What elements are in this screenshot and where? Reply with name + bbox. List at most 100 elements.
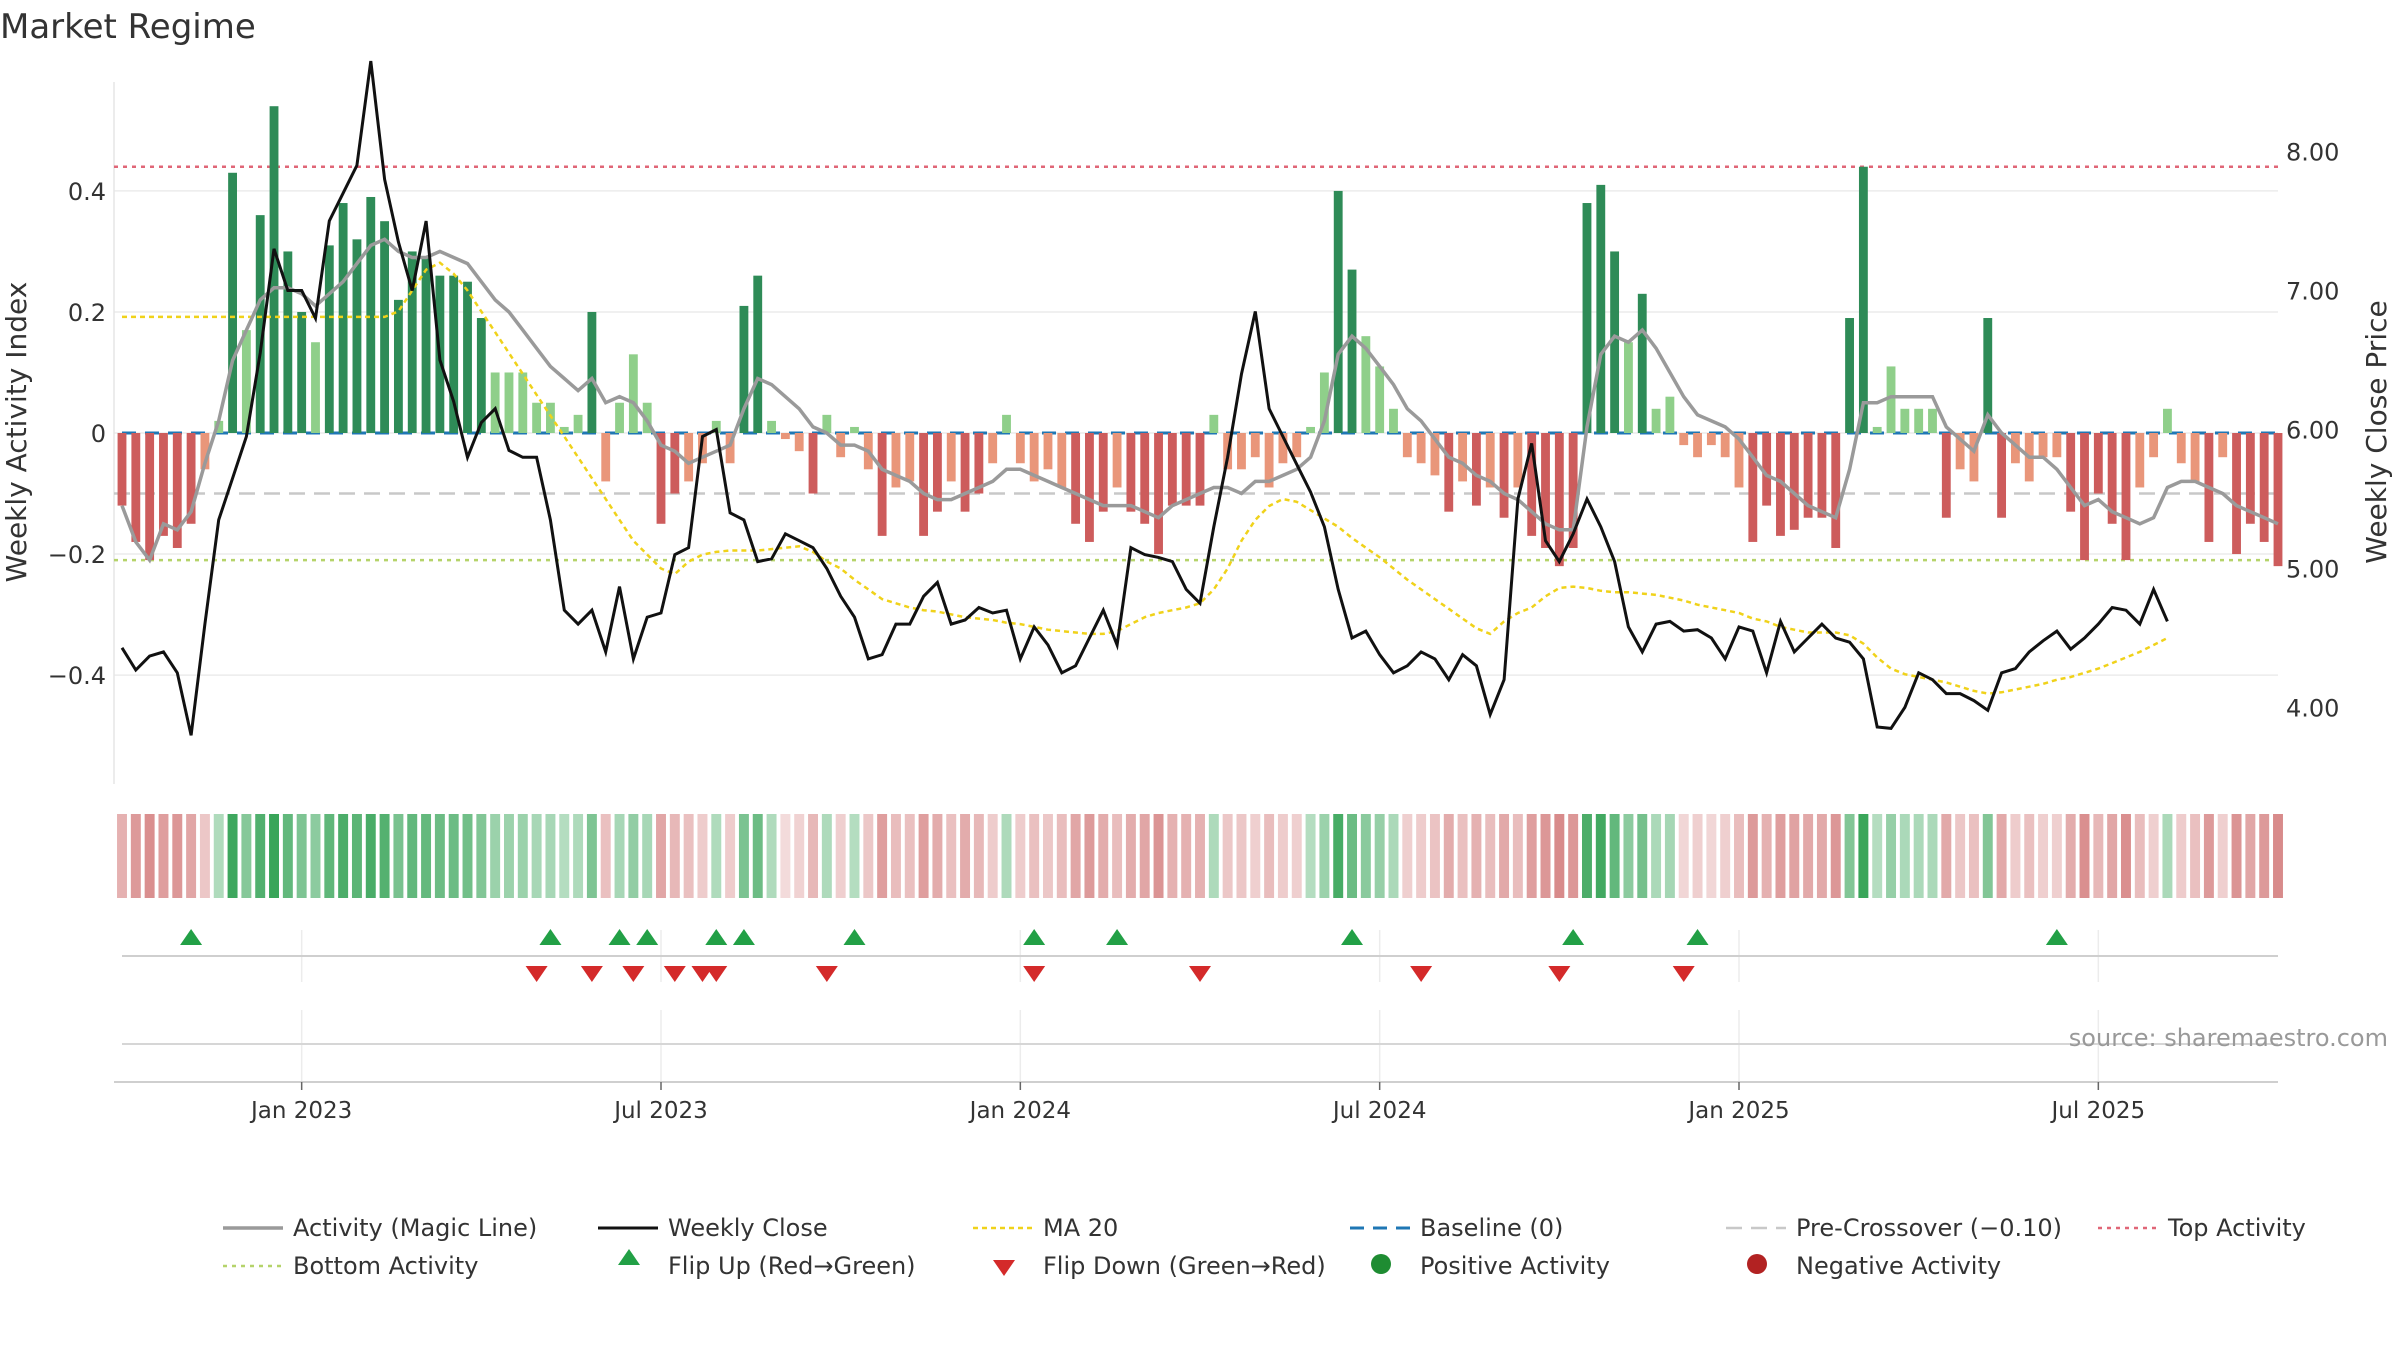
heat-strip-cell [600,814,611,898]
heat-strip-cell [1968,814,1979,898]
activity-bar [1817,433,1827,518]
activity-bar [988,433,998,464]
flip-up-marker [1106,929,1129,945]
heat-strip-cell [144,814,155,898]
activity-bar [1872,426,1882,433]
heat-strip-cell [835,814,846,898]
heat-strip-cell [573,814,584,898]
heat-strip-cell [918,814,929,898]
flip-up-marker [1686,929,1709,945]
activity-bar [1347,269,1357,433]
activity-bar [1471,433,1481,506]
flip-down-marker [691,966,714,982]
heat-strip-cell [1886,814,1897,898]
heat-strip-cell [2217,814,2228,898]
activity-bar [186,433,196,524]
activity-bar [131,433,141,542]
heat-strip-cell [1775,814,1786,898]
heat-strip-cell [1872,814,1883,898]
heat-strip-cell [379,814,390,898]
heat-strip-cell [1457,814,1468,898]
activity-bar [725,433,735,464]
flip-down-marker [580,966,603,982]
activity-bar [711,420,721,433]
heat-strip-cell [2024,814,2035,898]
heat-strip-cell [407,814,418,898]
heat-strip-cell [241,814,252,898]
heat-strip-cell [1664,814,1675,898]
legend-label: Flip Up (Red→Green) [668,1252,916,1280]
heat-strip-cell [2120,814,2131,898]
activity-bar [117,433,127,506]
activity-bar [2093,433,2103,494]
activity-bar [1015,433,1025,464]
chart-title: Market Regime [0,7,256,47]
heat-strip-cell [766,814,777,898]
flip-up-marker [705,929,728,945]
legend-negative-icon [1747,1254,1767,1274]
activity-bar [877,433,887,536]
activity-bar [1651,408,1661,433]
heat-strip-cell [752,814,763,898]
flip-panel [122,929,2278,982]
activity-bar [366,196,376,433]
heat-strip-cell [2273,814,2283,898]
legend-label: MA 20 [1043,1214,1118,1242]
heat-strip-cell [1388,814,1399,898]
legend-label: Weekly Close [668,1214,828,1242]
heat-strip-cell [987,814,998,898]
activity-bar [1693,433,1702,458]
heat-strip-cell [2259,814,2270,898]
heat-strip-cell [282,814,293,898]
heat-strip-cell [1084,814,1095,898]
flip-up-marker [843,929,866,945]
heat-strip-cell [130,814,141,898]
activity-bar [2107,433,2117,524]
heat-strip-cell [1706,814,1717,898]
heat-strip-cell [628,814,639,898]
heat-strip-cell [476,814,487,898]
legend-positive-icon [1371,1254,1391,1274]
activity-bar [214,420,224,433]
heat-strip-cell [738,814,749,898]
activity-bar [1900,408,1910,433]
flip-down-marker [1189,966,1211,982]
activity-bar [1513,433,1523,488]
legend-label: Top Activity [2167,1214,2306,1242]
heat-strip-cell [1623,814,1634,898]
heat-strip-cell [1485,814,1496,898]
heat-strip-cell [1734,814,1744,898]
activity-bar [1858,166,1868,434]
activity-bar [2121,433,2131,561]
flip-up-marker [1023,929,1046,945]
activity-bar [1071,433,1081,524]
heat-strip-cell [255,814,266,898]
heat-strip-cell [1208,814,1219,898]
activity-bar [1140,433,1150,524]
activity-bar [587,311,597,433]
heat-strip-cell [1651,814,1662,898]
activity-bar [2038,433,2048,458]
flip-up-marker [180,929,203,945]
heat-strip-cell [2203,814,2214,898]
x-tick-label: Jul 2024 [1331,1098,1427,1124]
heat-strip-cell [531,814,542,898]
activity-bar [670,433,680,494]
activity-bar [1375,366,1385,433]
heat-strip-cell [794,814,805,898]
activity-bar [421,257,431,433]
heat-strip-cell [1374,814,1385,898]
heat-strip-cell [863,814,874,898]
heat-strip-cell [296,814,307,898]
heat-strip-cell [808,814,819,898]
heat-strip-cell [1692,814,1703,898]
activity-bar [1181,433,1191,506]
activity-bar [850,426,859,433]
activity-bar [1803,433,1813,518]
heat-strip-cell [545,814,556,898]
heat-strip-cell [1816,814,1827,898]
heat-strip-cell [1499,814,1510,898]
activity-bar [1582,203,1592,433]
right-tick-labels: 8.00 7.00 6.00 5.00 4.00 [2286,139,2339,723]
